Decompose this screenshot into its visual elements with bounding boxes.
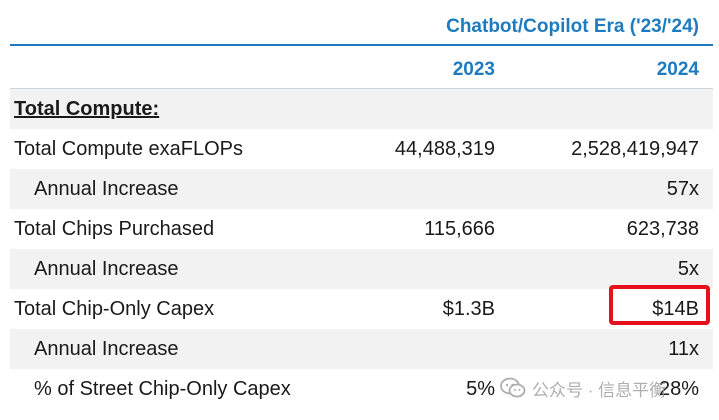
wechat-icon: [500, 377, 526, 398]
row-label: Annual Increase: [34, 338, 179, 360]
table-row: Total Chip-Only Capex $1.3B $14B: [10, 289, 713, 329]
watermark-text: 公众号 · 信息平衡: [532, 380, 667, 400]
table-row: Total Chips Purchased 115,666 623,738: [10, 209, 713, 249]
era-header: Chatbot/Copilot Era ('23/'24): [10, 6, 713, 46]
value-2024: 2,528,419,947: [571, 138, 699, 160]
value-2024: 11x: [668, 338, 699, 360]
watermark: 公众号 · 信息平衡: [500, 375, 666, 401]
highlight-box: [609, 285, 710, 325]
value-2023: 44,488,319: [394, 138, 495, 160]
year-2024-header: 2024: [656, 59, 699, 80]
value-2024: 57x: [666, 178, 699, 200]
year-2023-header: 2023: [452, 59, 495, 80]
value-2024: 623,738: [626, 218, 699, 240]
row-label: Annual Increase: [34, 258, 179, 280]
row-label: Total Compute exaFLOPs: [14, 138, 243, 160]
era-title: Chatbot/Copilot Era ('23/'24): [446, 16, 699, 37]
value-2024: 5x: [677, 258, 699, 280]
table-row: Annual Increase 11x: [10, 329, 713, 369]
row-label: Total Chip-Only Capex: [14, 298, 215, 320]
value-2024: 28%: [658, 378, 699, 400]
row-label: Total Chips Purchased: [14, 218, 215, 240]
value-2023: 5%: [466, 378, 495, 400]
year-header-row: 2023 2024: [10, 46, 713, 89]
table-row: Annual Increase 5x: [10, 249, 713, 289]
section-title-row: Total Compute:: [10, 89, 713, 129]
row-label: % of Street Chip-Only Capex: [34, 378, 291, 400]
table-row: Total Compute exaFLOPs 44,488,319 2,528,…: [10, 129, 713, 169]
table-row: Annual Increase 57x: [10, 169, 713, 209]
value-2024: $14B: [652, 298, 699, 320]
table-row: % of Street Chip-Only Capex 5% 28%: [10, 369, 713, 409]
value-2023: 115,666: [424, 218, 495, 240]
row-label: Annual Increase: [34, 178, 179, 200]
section-title: Total Compute:: [14, 98, 160, 120]
value-2023: $1.3B: [442, 298, 495, 320]
